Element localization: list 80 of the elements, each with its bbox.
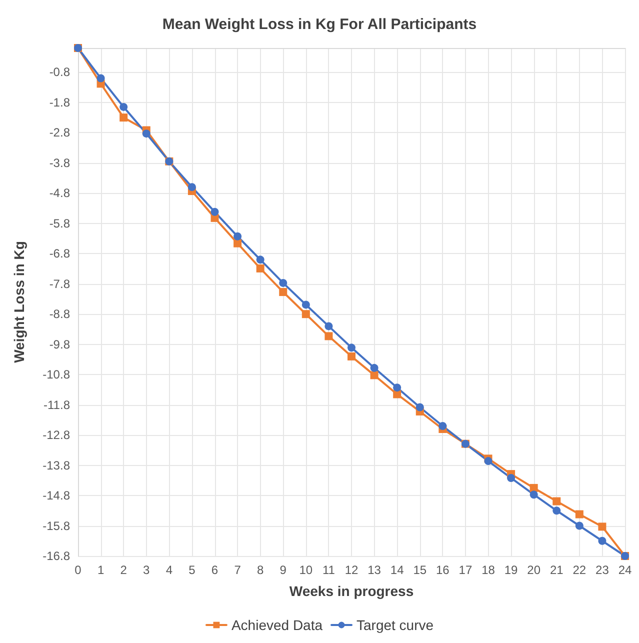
point (256, 256, 264, 264)
y-tick-label: -8.8 (49, 307, 70, 322)
point (142, 130, 150, 138)
point (438, 422, 447, 430)
point (393, 384, 402, 392)
point (530, 484, 538, 492)
x-tick-label: 12 (344, 563, 358, 577)
x-tick-label: 23 (596, 563, 610, 577)
point (530, 490, 538, 499)
x-tick-label: 2 (120, 563, 128, 577)
point (552, 506, 561, 515)
point (598, 536, 606, 545)
point (302, 300, 310, 309)
y-tick-label: -14.8 (42, 488, 70, 503)
x-tick-label: 6 (211, 563, 218, 577)
point (575, 510, 584, 518)
point (302, 310, 310, 318)
x-tick-label: 17 (458, 563, 472, 577)
point (507, 474, 516, 482)
point (234, 232, 242, 240)
point (370, 371, 378, 380)
y-tick-label: -11.8 (44, 398, 70, 412)
point (279, 278, 288, 287)
x-tick-label: 11 (322, 563, 336, 577)
point (120, 102, 128, 111)
point (120, 114, 128, 122)
point (210, 208, 219, 216)
point (188, 183, 196, 192)
x-tick-label: 8 (256, 563, 264, 577)
x-tick-label: 1 (97, 563, 104, 577)
y-tick-label: -3.8 (49, 156, 70, 170)
y-tick-label: -5.8 (49, 216, 70, 230)
point (324, 332, 333, 340)
x-tick-label: 3 (143, 563, 150, 577)
y-tick-label: -10.8 (42, 368, 70, 382)
y-tick-label: -4.8 (49, 186, 70, 200)
point (416, 403, 424, 412)
point (348, 344, 356, 352)
x-tick-label: 20 (527, 563, 541, 577)
x-tick-label: 21 (550, 563, 564, 577)
y-axis-title: Weight Loss in Kg (11, 241, 27, 363)
point (348, 352, 356, 360)
x-tick-label: 24 (618, 563, 632, 577)
y-tick-label: -1.8 (49, 95, 70, 110)
x-tick-label: 4 (166, 563, 173, 577)
x-tick-label: 7 (234, 563, 242, 577)
point (370, 364, 378, 372)
point (324, 322, 333, 330)
y-tick-label: -6.8 (49, 246, 70, 261)
y-tick-label: -0.8 (49, 65, 70, 80)
point (256, 264, 264, 272)
y-tick-label: -7.8 (49, 276, 70, 291)
x-axis-title: Weeks in progress (289, 583, 414, 599)
point (96, 74, 105, 82)
point (598, 522, 606, 531)
legend-label: Achieved Data (231, 617, 323, 633)
point (234, 239, 242, 248)
point (552, 497, 561, 506)
point (575, 522, 584, 530)
y-tick-label: -15.8 (42, 518, 70, 533)
x-tick-label: 18 (482, 563, 496, 577)
x-tick-label: 13 (368, 563, 382, 577)
point (484, 457, 492, 466)
x-tick-label: 14 (390, 563, 404, 577)
y-tick-label: -2.8 (49, 126, 70, 140)
x-tick-label: 16 (436, 563, 450, 577)
legend-label: Target curve (356, 617, 434, 633)
y-tick-label: -12.8 (42, 428, 70, 442)
x-tick-label: 15 (413, 563, 427, 577)
x-tick-label: 9 (280, 563, 287, 577)
point (279, 288, 288, 296)
y-tick-label: -9.8 (49, 337, 70, 352)
x-tick-label: 22 (572, 563, 586, 577)
y-tick-label: -16.8 (42, 549, 70, 563)
x-tick-label: 5 (188, 563, 196, 577)
y-tick-label: -13.8 (42, 458, 70, 472)
x-tick-label: 0 (74, 563, 82, 577)
x-tick-label: 19 (504, 563, 518, 577)
chart-title: Mean Weight Loss in Kg For All Participants (162, 16, 477, 33)
x-tick-label: 10 (299, 563, 313, 577)
